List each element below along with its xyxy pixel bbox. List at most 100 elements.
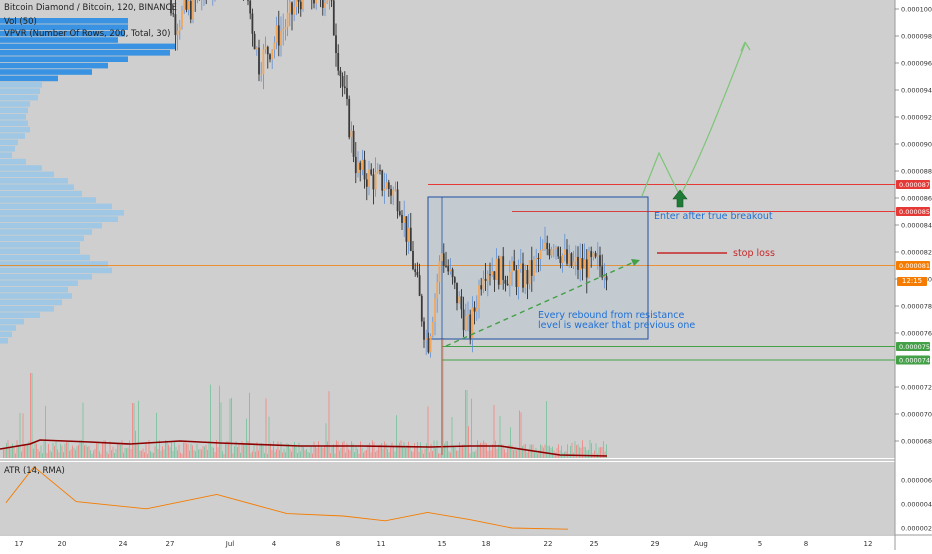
volume-bar [291,452,292,458]
candle-body [546,243,548,249]
price-tick-label: 0.000084 [901,222,932,230]
volume-bar [33,449,34,458]
candle-body [263,49,265,74]
vpvr-bar [0,159,26,165]
volume-bar [324,445,325,458]
volume-bar [312,453,313,458]
volume-bar [182,454,183,458]
volume-bar [113,447,114,458]
volume-bar [552,447,553,458]
volume-bar [264,453,265,458]
volume-bar [423,454,424,458]
candle-body [544,243,546,249]
candle-body [524,270,526,288]
candle-body [560,256,562,263]
volume-bar [444,444,445,458]
volume-bar [48,444,49,458]
vpvr-bar [0,101,30,107]
candle-body [467,315,469,317]
volume-bar [485,442,486,458]
candle-body [513,261,515,270]
candle-body [485,279,487,281]
candle-body [498,259,500,285]
volume-bar [125,448,126,458]
volume-bar [500,416,501,458]
volume-bar [117,443,118,458]
volume-bar [75,450,76,458]
candle-body [568,253,570,263]
candle-body [590,251,592,257]
volume-bar [303,447,304,458]
time-tick-label: 24 [119,540,128,548]
candle-body [269,54,271,59]
volume-bar [261,443,262,458]
volume-bar [35,442,36,458]
vpvr-bar [0,229,92,235]
volume-bar [96,443,97,458]
vpvr-bar [0,293,72,299]
volume-bar [26,444,27,458]
volume-bar [429,452,430,458]
volume-bar [374,442,375,458]
atr-indicator-label: ATR (14, RMA) [4,466,65,476]
candle-body [505,280,507,284]
candle-body [494,271,496,280]
volume-bar [81,440,82,458]
vpvr-bar [0,287,68,293]
volume-bar [111,450,112,458]
volume-bar [455,447,456,458]
volume-bar [6,443,7,458]
vpvr-bar [0,56,128,62]
vpvr-bar [0,223,102,229]
volume-bar [338,441,339,458]
volume-bar [470,453,471,458]
volume-bar [206,445,207,458]
volume-bar [321,447,322,458]
price-tick-label: 0.000070 [901,411,932,419]
candle-body [606,276,608,280]
candle-body [392,190,394,196]
volume-bar [437,441,438,458]
candle-body [177,31,179,35]
volume-bar [194,450,195,458]
volume-bar [458,451,459,458]
volume-bar [93,450,94,458]
volume-bar [225,443,226,458]
vpvr-bar [0,197,96,203]
price-tick-label: 0.000092 [901,114,932,122]
volume-bar [393,446,394,458]
volume-bar [416,446,417,458]
volume-bar [78,445,79,458]
volume-bar [252,451,253,458]
vpvr-bar [0,140,18,146]
volume-bar [251,453,252,458]
volume-bar [521,412,522,458]
volume-bar [518,448,519,458]
price-tick-label: 0.000096 [901,60,932,68]
volume-bar [438,453,439,458]
volume-bar [15,453,16,458]
candle-body [452,269,454,277]
candle-body [555,247,557,248]
candle-body [337,53,339,71]
volume-bar [506,452,507,458]
candle-body [423,321,425,339]
candle-body [432,322,434,336]
volume-bar [510,427,511,458]
volume-bar [165,440,166,458]
candle-body [566,249,568,263]
volume-bar [66,442,67,458]
price-tick-label: 0.000076 [901,330,932,338]
vpvr-bar [0,178,68,184]
time-tick-label: Aug [694,540,708,548]
volume-bar [24,445,25,458]
candle-body [502,256,504,280]
volume-bar [143,449,144,458]
candle-body [575,257,577,262]
candle-body [186,0,188,10]
volume-bar [537,454,538,458]
volume-bar [56,441,57,458]
volume-bar [345,453,346,458]
volume-bar [177,450,178,458]
volume-bar [164,449,165,458]
